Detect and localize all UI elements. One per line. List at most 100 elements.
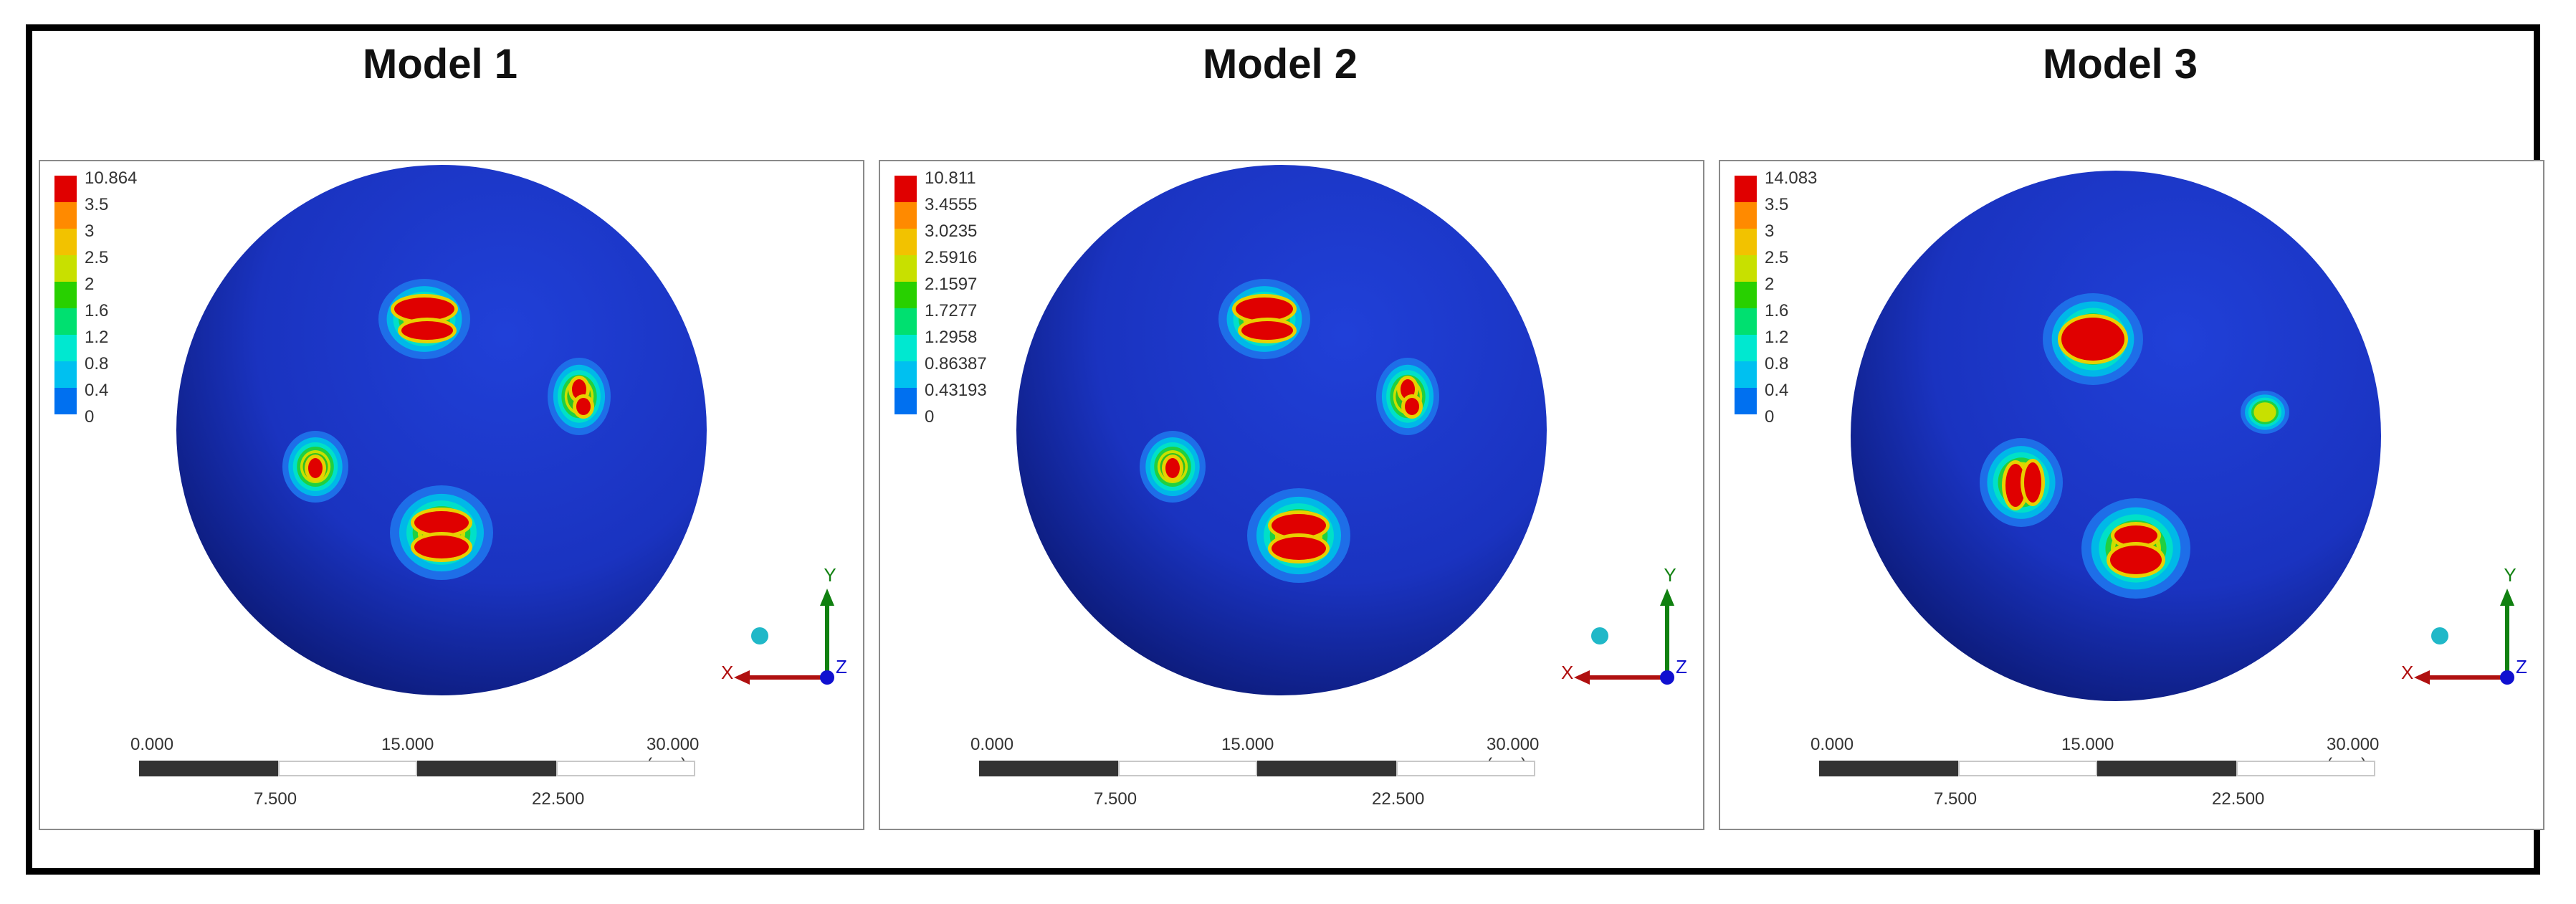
legend-label: 3.5 [1765,195,1789,214]
view-sphere-icon [1591,627,1608,644]
legend-swatch [54,361,77,388]
z-axis-dot [2500,670,2514,685]
legend-entry: 1.6 [54,303,226,335]
legend-swatch [1735,202,1757,229]
scale-label-top: 15.000 [1221,735,1274,754]
legend-swatch [1735,255,1757,282]
x-axis-arrow [734,670,750,685]
scale-segment [278,761,417,776]
legend-label: 3 [85,222,95,241]
scale-segment [556,761,695,776]
legend-label: 0.43193 [925,381,987,400]
legend-entry: 3.0235 [895,223,1067,255]
legend-swatch [54,176,77,202]
sphere-body [1851,171,2381,701]
legend-label: 3.0235 [925,222,978,241]
scale-label-bottom: 7.500 [254,789,297,809]
scale-label-top: 15.000 [381,735,434,754]
legend-swatch [54,202,77,229]
scale-segment [417,761,556,776]
model-2-title: Model 2 [1203,41,1358,87]
legend-swatch [54,388,77,414]
contact-hotspot [1218,279,1310,359]
legend-label: 0.4 [85,381,109,400]
y-axis-arrow [2500,589,2514,606]
legend-swatch [895,202,917,229]
legend-entry: 2.5916 [895,249,1067,282]
legend-entry: 3.4555 [895,196,1067,229]
contact-hotspot [1980,438,2063,527]
x-axis-label: X [2401,662,2413,683]
legend-label: 1.2 [85,328,109,347]
z-axis-dot [820,670,834,685]
legend-swatch [54,308,77,335]
scale-label-top: 0.000 [970,735,1014,754]
legend-label: 2.5916 [925,248,978,267]
legend-entry: 1.6 [1735,303,1907,335]
model-2-panel: Y X Z 10.811 3.4555 3.0235 2.5916 2.1597 1.7277 1… [879,160,1704,830]
contact-hotspot [282,431,348,503]
legend-entry: 14.083 [1735,170,1907,202]
contour-sphere: Y X Z [1016,165,1687,695]
model-1-panel: Y X Z 10.864 3.5 3 2.5 2 1.6 1.2 0.8 0.4 0 0.000 15.00… [39,160,864,830]
legend-entry: 0 [1735,409,1907,441]
scale-segment [1257,761,1396,776]
scale-segment [1819,761,1958,776]
contact-hotspot [1376,358,1439,435]
legend-entry: 3.5 [54,196,226,229]
legend-entry: 2.5 [1735,249,1907,282]
peak-core [1165,458,1180,478]
peak-core [576,398,591,415]
x-axis-label: X [1561,662,1573,683]
model-3-title: Model 3 [2043,41,2198,87]
legend-swatch [1735,282,1757,308]
legend-label: 1.6 [85,301,109,320]
legend-entry: 2 [54,276,226,308]
y-axis-arrow [1660,589,1674,606]
legend-swatch [895,335,917,361]
legend-label: 0.86387 [925,354,987,374]
view-sphere-icon [751,627,768,644]
z-axis-label: Z [1676,656,1687,677]
peak-core [2114,525,2157,546]
legend-entry: 1.2958 [895,329,1067,361]
legend-entry: 3.5 [1735,196,1907,229]
contact-hotspot [2043,293,2143,385]
x-axis-label: X [721,662,733,683]
legend-label: 2.1597 [925,275,978,294]
legend-label: 1.7277 [925,301,978,320]
legend-label: 2 [1765,275,1775,294]
legend-label: 1.2958 [925,328,978,347]
scale-label-bottom: 7.500 [1934,789,1978,809]
contour-sphere: Y X Z [1851,171,2527,701]
y-axis-label: Y [1664,564,1676,586]
legend-label: 3.4555 [925,195,978,214]
peak-core [394,298,454,320]
z-axis-label: Z [2516,656,2527,677]
sphere-body [176,165,707,695]
y-axis-label: Y [824,564,836,586]
peak-core [2024,462,2041,503]
view-sphere-icon [2431,627,2448,644]
z-axis-label: Z [836,656,847,677]
scale-segment [1396,761,1535,776]
legend-swatch [895,361,917,388]
scale-label-top: 0.000 [1811,735,1854,754]
legend-entry: 0.8 [1735,356,1907,388]
axis-triad: Y X Z [2401,564,2527,685]
axis-triad: Y X Z [721,564,847,685]
legend-entry: 0.4 [1735,382,1907,414]
legend-label: 2 [85,275,95,294]
sphere-body [1016,165,1547,695]
scale-label-bottom: 22.500 [1372,789,1425,809]
scale-label-bottom: 22.500 [2212,789,2265,809]
legend-swatch [895,308,917,335]
legend-label: 0 [1765,407,1775,427]
peak-core [2110,546,2162,574]
contact-hotspot [378,279,470,359]
contact-hotspot [390,485,493,580]
scale-segment [2097,761,2236,776]
legend-entry: 0 [54,409,226,441]
peak-core [2061,318,2124,361]
